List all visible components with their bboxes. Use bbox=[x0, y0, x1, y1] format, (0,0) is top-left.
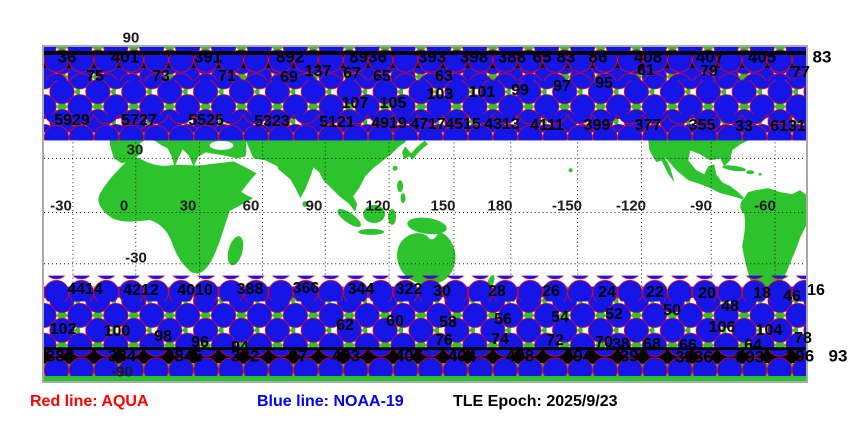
black-sea bbox=[209, 140, 234, 150]
continents-layer bbox=[98, 132, 806, 303]
philippines-north bbox=[397, 180, 404, 193]
sri-lanka bbox=[302, 201, 309, 208]
puerto-rico bbox=[758, 172, 762, 176]
philippines-south bbox=[400, 193, 406, 204]
sulawesi bbox=[388, 209, 397, 225]
africa bbox=[98, 157, 254, 274]
legend: Red line: AQUA Blue line: NOAA-19 TLE Ep… bbox=[0, 392, 850, 412]
hispaniola bbox=[746, 170, 755, 175]
orbit-number-north-strip: 83 bbox=[812, 47, 832, 67]
madagascar bbox=[227, 236, 244, 266]
korea bbox=[402, 146, 413, 160]
orbit-number-south: 16 bbox=[807, 282, 825, 299]
japan bbox=[409, 140, 428, 160]
arabia bbox=[209, 161, 257, 195]
map-graphics bbox=[44, 47, 806, 381]
new-guinea bbox=[407, 217, 447, 235]
sumatra bbox=[337, 209, 361, 227]
borneo bbox=[363, 205, 386, 223]
hawaii bbox=[568, 168, 573, 173]
java bbox=[358, 228, 385, 235]
legend-tle-epoch: TLE Epoch: 2025/9/23 bbox=[453, 393, 618, 410]
cuba bbox=[722, 165, 747, 172]
australia bbox=[397, 231, 456, 285]
europe bbox=[109, 132, 249, 168]
taiwan bbox=[392, 165, 398, 171]
north-america bbox=[647, 132, 765, 200]
legend-noaa19: Blue line: NOAA-19 bbox=[257, 393, 404, 410]
track-band-south bbox=[44, 275, 806, 381]
legend-aqua: Red line: AQUA bbox=[30, 393, 149, 410]
latitude-label: 90 bbox=[122, 29, 140, 47]
world-map bbox=[42, 45, 808, 383]
track-band-north bbox=[44, 47, 806, 141]
south-america bbox=[740, 188, 806, 294]
orbit-number-south-strip: 93 bbox=[828, 346, 848, 366]
asia bbox=[243, 132, 414, 213]
